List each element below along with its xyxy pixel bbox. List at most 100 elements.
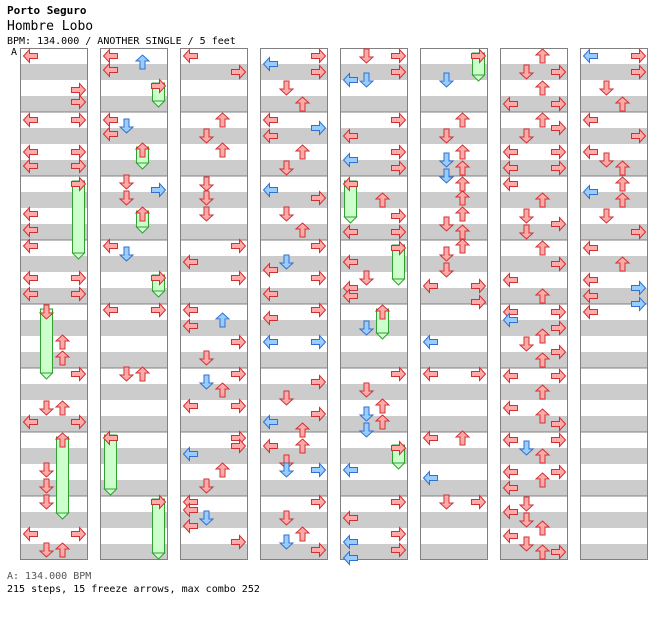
beat-band bbox=[100, 320, 168, 336]
beat-band bbox=[180, 192, 248, 208]
beat-band bbox=[500, 480, 568, 496]
beat-band bbox=[420, 544, 488, 560]
beat-band bbox=[260, 352, 328, 368]
beat-band bbox=[260, 160, 328, 176]
beat-band bbox=[500, 416, 568, 432]
beat-band bbox=[500, 256, 568, 272]
step-grid bbox=[20, 48, 648, 560]
beat-band bbox=[340, 224, 408, 240]
freeze-tail bbox=[135, 162, 150, 170]
freeze-arrow bbox=[72, 180, 85, 254]
beat-band bbox=[420, 64, 488, 80]
beat-band bbox=[500, 320, 568, 336]
beat-band bbox=[180, 224, 248, 240]
beat-band bbox=[500, 288, 568, 304]
beat-band bbox=[420, 192, 488, 208]
beat-band bbox=[20, 352, 88, 368]
beat-band bbox=[340, 480, 408, 496]
freeze-tail bbox=[151, 290, 166, 298]
beat-band bbox=[420, 224, 488, 240]
freeze-tail bbox=[375, 332, 390, 340]
beat-band bbox=[580, 320, 648, 336]
beat-band bbox=[420, 160, 488, 176]
beat-band bbox=[180, 96, 248, 112]
beat-band bbox=[580, 288, 648, 304]
freeze-tail bbox=[71, 252, 86, 260]
beat-band bbox=[180, 64, 248, 80]
beat-band bbox=[580, 448, 648, 464]
column-border bbox=[100, 48, 168, 560]
beat-band bbox=[260, 384, 328, 400]
beat-band bbox=[580, 480, 648, 496]
beat-band bbox=[580, 416, 648, 432]
beat-band bbox=[340, 64, 408, 80]
beat-band bbox=[260, 320, 328, 336]
freeze-arrow bbox=[152, 498, 165, 554]
beat-band bbox=[260, 448, 328, 464]
beat-band bbox=[580, 512, 648, 528]
beat-band bbox=[100, 160, 168, 176]
beat-band bbox=[100, 512, 168, 528]
freeze-tail bbox=[471, 74, 486, 82]
beat-band bbox=[180, 480, 248, 496]
step-stats: 215 steps, 15 freeze arrows, max combo 2… bbox=[7, 584, 260, 595]
freeze-tail bbox=[151, 552, 166, 560]
beat-band bbox=[420, 512, 488, 528]
beat-band bbox=[180, 160, 248, 176]
beat-band bbox=[340, 160, 408, 176]
chart-column bbox=[100, 48, 168, 560]
beat-band bbox=[340, 384, 408, 400]
beat-band bbox=[100, 192, 168, 208]
freeze-layer bbox=[39, 52, 486, 560]
beat-band bbox=[580, 192, 648, 208]
beat-band bbox=[580, 64, 648, 80]
beat-band bbox=[500, 224, 568, 240]
beat-band bbox=[580, 384, 648, 400]
beat-band bbox=[500, 544, 568, 560]
beat-band bbox=[20, 192, 88, 208]
beat-band bbox=[500, 448, 568, 464]
beat-band bbox=[420, 448, 488, 464]
beat-band bbox=[100, 256, 168, 272]
beat-band bbox=[580, 96, 648, 112]
beat-band bbox=[100, 224, 168, 240]
beat-band bbox=[500, 64, 568, 80]
beat-band bbox=[100, 96, 168, 112]
beat-band bbox=[180, 416, 248, 432]
chart-column bbox=[340, 48, 408, 560]
freeze-tail bbox=[135, 226, 150, 234]
beat-band bbox=[340, 96, 408, 112]
beat-band bbox=[580, 128, 648, 144]
beat-band bbox=[20, 512, 88, 528]
freeze-tail bbox=[151, 100, 166, 108]
beat-band bbox=[180, 128, 248, 144]
beat-band bbox=[580, 160, 648, 176]
chart-column bbox=[260, 48, 328, 560]
chart-column bbox=[420, 48, 488, 560]
beat-band bbox=[500, 384, 568, 400]
beat-band bbox=[500, 128, 568, 144]
chart-column bbox=[180, 48, 248, 560]
chart-footer: A: 134.000 BPM 215 steps, 15 freeze arro… bbox=[7, 570, 260, 596]
beat-band bbox=[20, 480, 88, 496]
beat-band bbox=[500, 192, 568, 208]
beat-band bbox=[180, 384, 248, 400]
freeze-tail bbox=[39, 372, 54, 380]
beat-band bbox=[20, 544, 88, 560]
beat-band bbox=[500, 160, 568, 176]
beat-band bbox=[100, 416, 168, 432]
beat-band bbox=[20, 64, 88, 80]
beat-band bbox=[500, 512, 568, 528]
beat-band bbox=[20, 128, 88, 144]
beat-band bbox=[260, 96, 328, 112]
freeze-tail bbox=[391, 278, 406, 286]
beat-band bbox=[100, 544, 168, 560]
beat-band bbox=[580, 224, 648, 240]
beat-band bbox=[580, 544, 648, 560]
beat-band bbox=[20, 384, 88, 400]
beat-band bbox=[340, 320, 408, 336]
column-border bbox=[20, 48, 88, 560]
game-name: Porto Seguro bbox=[7, 4, 87, 17]
beat-band bbox=[420, 480, 488, 496]
